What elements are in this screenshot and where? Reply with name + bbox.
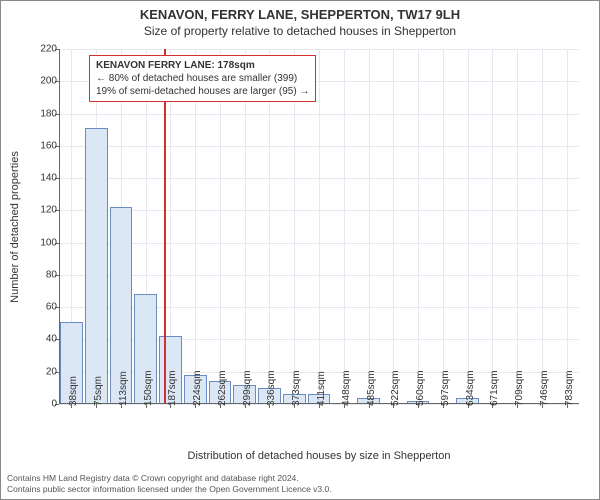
- x-tick-label: 634sqm: [465, 370, 476, 406]
- footer-line-2: Contains public sector information licen…: [7, 484, 332, 495]
- x-tick-label: 560sqm: [415, 370, 426, 406]
- grid-line-v: [269, 49, 270, 404]
- y-tick-label: 20: [46, 366, 57, 377]
- y-tick-label: 100: [40, 237, 57, 248]
- grid-line-v: [492, 49, 493, 404]
- x-tick-label: 299sqm: [242, 370, 253, 406]
- y-tick-label: 60: [46, 302, 57, 313]
- info-box: KENAVON FERRY LANE: 178sqm← 80% of detac…: [89, 55, 316, 102]
- x-tick-label: 150sqm: [143, 370, 154, 406]
- grid-line-v: [195, 49, 196, 404]
- grid-line-v: [393, 49, 394, 404]
- x-tick-label: 597sqm: [440, 370, 451, 406]
- grid-line-v: [517, 49, 518, 404]
- y-tick-label: 220: [40, 44, 57, 55]
- x-tick-label: 224sqm: [192, 370, 203, 406]
- y-tick-label: 160: [40, 140, 57, 151]
- chart-title: KENAVON, FERRY LANE, SHEPPERTON, TW17 9L…: [1, 7, 599, 22]
- y-axis-label: Number of detached properties: [9, 151, 21, 303]
- grid-line-v: [443, 49, 444, 404]
- histogram-bar: [85, 128, 108, 404]
- x-tick-label: 38sqm: [68, 376, 79, 406]
- x-tick-label: 411sqm: [316, 371, 327, 406]
- y-tick-label: 120: [40, 205, 57, 216]
- x-tick-label: 448sqm: [341, 370, 352, 406]
- x-tick-label: 746sqm: [539, 370, 550, 406]
- x-tick-label: 187sqm: [167, 370, 178, 406]
- x-axis-label: Distribution of detached houses by size …: [188, 450, 451, 462]
- chart-area: KENAVON FERRY LANE: 178sqm← 80% of detac…: [59, 49, 579, 404]
- footer-text: Contains HM Land Registry data © Crown c…: [7, 473, 332, 495]
- footer-line-1: Contains HM Land Registry data © Crown c…: [7, 473, 332, 484]
- grid-line-v: [542, 49, 543, 404]
- x-tick-label: 336sqm: [266, 370, 277, 406]
- x-tick-label: 262sqm: [217, 370, 228, 406]
- x-tick-label: 783sqm: [564, 370, 575, 406]
- x-tick-label: 373sqm: [291, 370, 302, 406]
- x-tick-label: 671sqm: [489, 370, 500, 406]
- chart-container: KENAVON, FERRY LANE, SHEPPERTON, TW17 9L…: [0, 0, 600, 500]
- grid-line-v: [567, 49, 568, 404]
- y-tick-label: 200: [40, 76, 57, 87]
- x-tick-label: 75sqm: [93, 376, 104, 406]
- x-tick-label: 522sqm: [390, 370, 401, 406]
- info-box-line-2: ← 80% of detached houses are smaller (39…: [96, 72, 309, 85]
- y-tick-label: 180: [40, 108, 57, 119]
- reference-line: [164, 49, 166, 404]
- y-tick-label: 40: [46, 334, 57, 345]
- y-axis-line: [59, 49, 60, 404]
- chart-subtitle: Size of property relative to detached ho…: [1, 24, 599, 38]
- info-box-line-3: 19% of semi-detached houses are larger (…: [96, 85, 309, 98]
- grid-line-v: [245, 49, 246, 404]
- grid-line-v: [220, 49, 221, 404]
- grid-line-v: [294, 49, 295, 404]
- x-tick-label: 709sqm: [514, 370, 525, 406]
- info-box-line-1: KENAVON FERRY LANE: 178sqm: [96, 59, 309, 72]
- x-tick-label: 113sqm: [118, 371, 129, 406]
- y-tick-label: 0: [51, 399, 57, 410]
- y-tick-label: 80: [46, 269, 57, 280]
- grid-line-v: [319, 49, 320, 404]
- grid-line-v: [468, 49, 469, 404]
- plot-region: KENAVON FERRY LANE: 178sqm← 80% of detac…: [59, 49, 579, 404]
- grid-line-v: [418, 49, 419, 404]
- x-tick-label: 485sqm: [366, 370, 377, 406]
- grid-line-v: [344, 49, 345, 404]
- grid-line-v: [369, 49, 370, 404]
- y-tick-label: 140: [40, 173, 57, 184]
